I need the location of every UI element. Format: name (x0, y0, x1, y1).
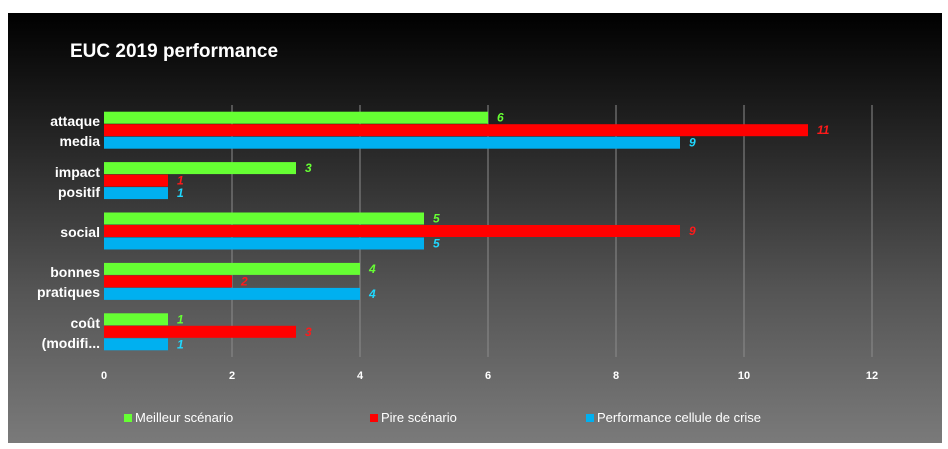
legend-label-1: Pire scénario (381, 410, 457, 425)
category-label-4: coût (modifi... (8, 313, 100, 353)
data-label-0-1: 11 (817, 123, 830, 137)
data-label-0-2: 9 (689, 136, 696, 150)
legend-swatch-0 (124, 413, 132, 422)
data-label-2-1: 9 (689, 224, 696, 238)
data-label-3-0: 4 (368, 262, 376, 276)
category-label-2: social (8, 222, 100, 242)
data-label-1-1: 1 (177, 174, 184, 188)
category-label-4-line-1: (modifi... (41, 334, 100, 351)
data-label-3-2: 4 (368, 287, 376, 301)
bar-3-1 (104, 275, 232, 288)
data-label-4-0: 1 (177, 312, 184, 326)
x-tick-label-5: 10 (738, 370, 750, 382)
category-label-0: attaque media (8, 111, 100, 151)
data-label-1-0: 3 (305, 161, 312, 175)
data-label-4-2: 1 (177, 337, 184, 351)
bar-2-2 (104, 237, 424, 250)
bar-1-1 (104, 174, 168, 187)
data-label-2-0: 5 (433, 212, 440, 226)
category-label-3-line-0: bonnes (50, 264, 100, 281)
chart-title: EUC 2019 performance (70, 41, 279, 62)
bar-4-2 (104, 338, 168, 351)
legend-item-1: Pire scénario (370, 410, 457, 425)
category-label-2-line-0: social (60, 224, 100, 240)
category-label-0-line-1: media (59, 133, 100, 150)
bar-2-1 (104, 225, 680, 237)
bar-0-0 (104, 111, 488, 124)
category-label-1: impact positif (8, 162, 100, 202)
category-label-0-line-0: attaque (50, 113, 100, 130)
legend-item-2: Performance cellule de crise (586, 410, 761, 425)
legend-label-2: Performance cellule de crise (597, 410, 762, 425)
x-tick-label-3: 6 (485, 370, 491, 382)
data-label-0-0: 6 (497, 111, 504, 125)
category-label-3: bonnes pratiques (8, 262, 100, 302)
x-tick-label-0: 0 (101, 370, 107, 382)
chart-legend: Meilleur scénario Pire scénario Performanc… (8, 410, 942, 430)
data-label-4-1: 3 (305, 325, 312, 339)
legend-label-0: Meilleur scénario (135, 410, 234, 425)
data-label-3-1: 2 (240, 274, 248, 288)
bar-2-0 (104, 212, 424, 225)
category-label-3-line-1: pratiques (36, 284, 100, 301)
category-label-4-line-0: coût (70, 314, 100, 331)
x-tick-label-6: 12 (866, 370, 878, 382)
legend-swatch-1 (370, 413, 378, 422)
bar-3-0 (104, 262, 360, 275)
data-label-1-2: 1 (177, 186, 184, 200)
bar-1-0 (104, 162, 296, 175)
data-label-2-2: 5 (433, 237, 440, 251)
legend-swatch-2 (586, 413, 594, 422)
x-tick-label-1: 2 (229, 370, 235, 382)
bar-4-0 (104, 313, 168, 326)
category-label-1-line-0: impact (54, 163, 100, 180)
x-tick-label-2: 4 (357, 370, 364, 382)
bar-4-1 (104, 325, 296, 338)
legend-item-0: Meilleur scénario (124, 410, 233, 425)
x-tick-label-4: 8 (613, 370, 619, 382)
bar-3-2 (104, 287, 360, 300)
bar-0-1 (104, 124, 808, 137)
bar-1-2 (104, 187, 168, 200)
category-label-1-line-1: positif (58, 183, 100, 200)
bar-0-2 (104, 136, 680, 149)
chart-frame: EUC 2019 performance 0 2 4 6 8 10 12 6 11 9 3 1 1 5 9 5… (8, 13, 942, 443)
